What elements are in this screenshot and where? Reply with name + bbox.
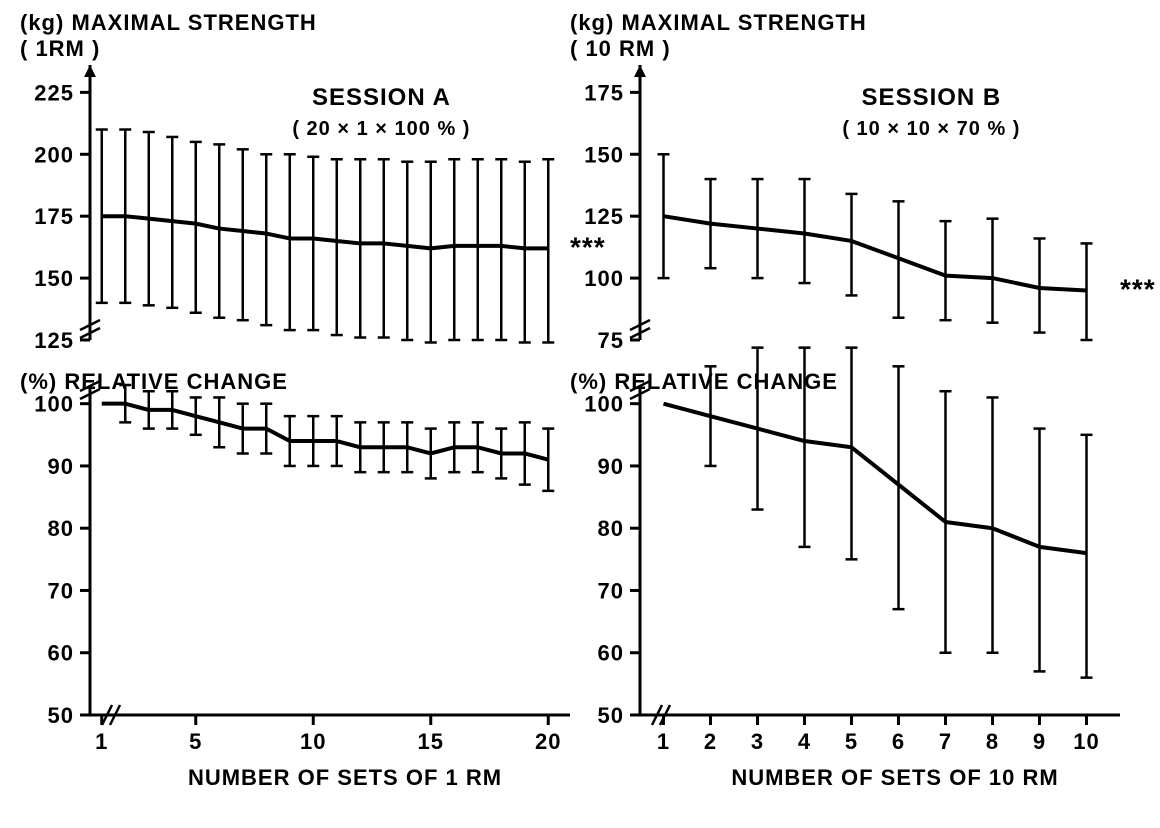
svg-text:20: 20	[535, 729, 561, 754]
svg-text:100: 100	[34, 392, 74, 417]
svg-text:9: 9	[1033, 729, 1046, 754]
data-line-A_bottom	[102, 404, 549, 460]
svg-text:80: 80	[48, 516, 74, 541]
svg-text:150: 150	[584, 142, 624, 167]
y-axis-title: ( 1RM )	[20, 36, 100, 61]
svg-text:6: 6	[892, 729, 905, 754]
session-subtitle: ( 10 × 10 × 70 % )	[842, 118, 1020, 140]
svg-text:125: 125	[34, 328, 74, 353]
svg-text:3: 3	[751, 729, 764, 754]
data-line-A_top	[102, 216, 549, 248]
svg-text:150: 150	[34, 266, 74, 291]
y-axis-title: (kg) MAXIMAL STRENGTH	[20, 10, 317, 35]
svg-text:5: 5	[189, 729, 202, 754]
strength-figure: 125150175200225(kg) MAXIMAL STRENGTH( 1R…	[0, 0, 1160, 828]
svg-text:70: 70	[598, 578, 624, 603]
svg-text:15: 15	[418, 729, 444, 754]
session-subtitle: ( 20 × 1 × 100 % )	[292, 118, 470, 140]
session-title: SESSION A	[312, 84, 451, 111]
svg-text:1: 1	[95, 729, 108, 754]
data-line-B_top	[664, 216, 1087, 290]
svg-text:75: 75	[598, 328, 624, 353]
svg-text:4: 4	[798, 729, 811, 754]
svg-text:50: 50	[598, 703, 624, 728]
svg-text:90: 90	[48, 454, 74, 479]
svg-text:200: 200	[34, 142, 74, 167]
svg-text:10: 10	[300, 729, 326, 754]
svg-text:90: 90	[598, 454, 624, 479]
svg-text:70: 70	[48, 578, 74, 603]
x-axis-label: NUMBER OF SETS OF 1 RM	[188, 765, 502, 790]
svg-text:50: 50	[48, 703, 74, 728]
y-axis-title: (%) RELATIVE CHANGE	[20, 369, 288, 394]
significance-marker: ***	[1120, 273, 1156, 304]
y-axis-title: (kg) MAXIMAL STRENGTH	[570, 10, 867, 35]
svg-text:80: 80	[598, 516, 624, 541]
svg-text:60: 60	[598, 641, 624, 666]
svg-text:2: 2	[704, 729, 717, 754]
session-title: SESSION B	[862, 84, 1002, 111]
svg-text:5: 5	[845, 729, 858, 754]
svg-text:125: 125	[584, 204, 624, 229]
x-axis-label: NUMBER OF SETS OF 10 RM	[731, 765, 1058, 790]
svg-text:60: 60	[48, 641, 74, 666]
significance-marker: ***	[570, 231, 606, 262]
svg-text:225: 225	[34, 80, 74, 105]
svg-text:175: 175	[584, 80, 624, 105]
svg-text:175: 175	[34, 204, 74, 229]
svg-text:10: 10	[1073, 729, 1099, 754]
svg-text:1: 1	[657, 729, 670, 754]
figure-svg: 125150175200225(kg) MAXIMAL STRENGTH( 1R…	[0, 0, 1160, 828]
svg-text:100: 100	[584, 392, 624, 417]
svg-text:8: 8	[986, 729, 999, 754]
y-axis-title: ( 10 RM )	[570, 36, 671, 61]
svg-text:100: 100	[584, 266, 624, 291]
svg-text:7: 7	[939, 729, 952, 754]
y-axis-title: (%) RELATIVE CHANGE	[570, 369, 838, 394]
data-line-B_bottom	[664, 404, 1087, 553]
